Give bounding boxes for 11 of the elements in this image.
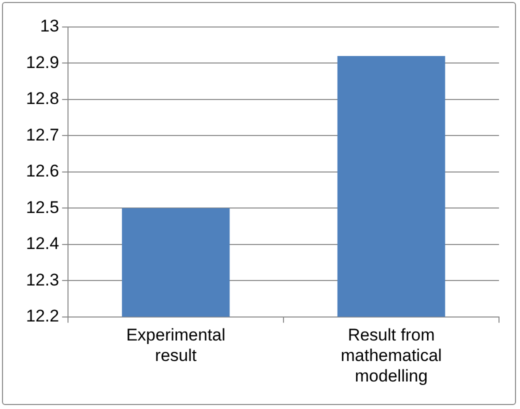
y-tick-label: 12.8 xyxy=(26,89,60,108)
x-tick-label: Result from mathematical modelling xyxy=(340,326,442,386)
y-tick-label: 12.9 xyxy=(26,52,60,72)
x-tick-label: Experimental result xyxy=(126,326,226,366)
y-tick-label: 12.6 xyxy=(26,162,60,181)
y-tick-label: 12.7 xyxy=(26,125,60,144)
y-tick-label: 12.5 xyxy=(26,198,60,217)
y-tick-label: 12.2 xyxy=(26,306,60,326)
y-tick-label: 12.3 xyxy=(26,270,60,290)
y-tick-label: 13 xyxy=(40,16,60,36)
y-tick-label: 12.4 xyxy=(26,234,60,254)
